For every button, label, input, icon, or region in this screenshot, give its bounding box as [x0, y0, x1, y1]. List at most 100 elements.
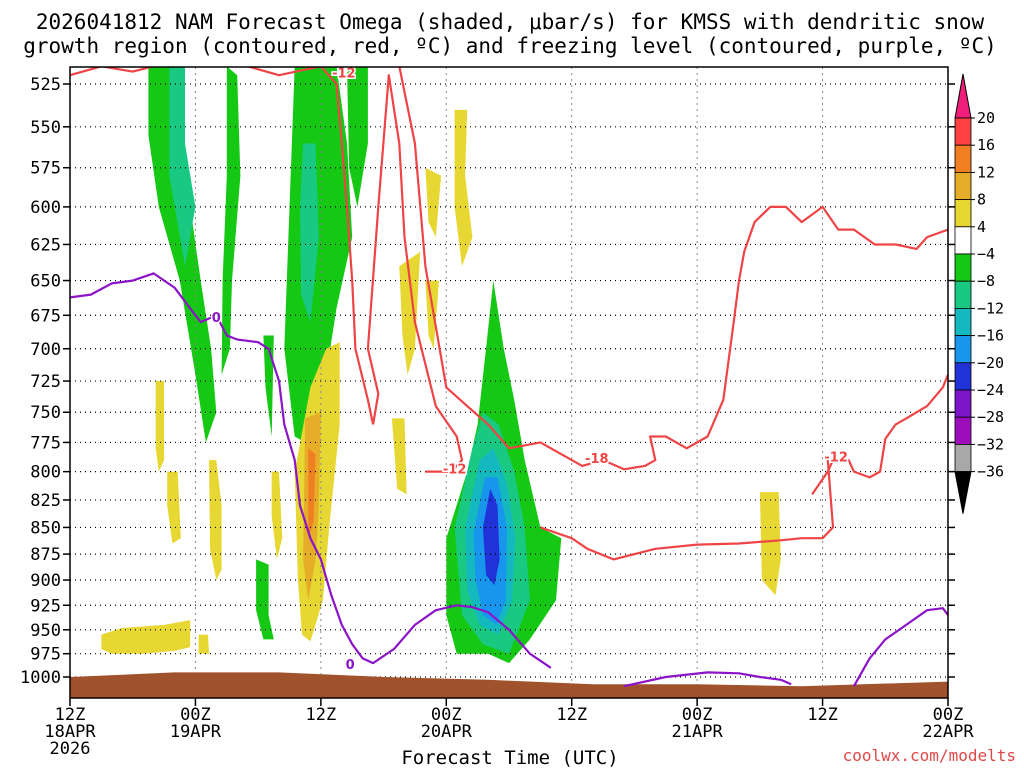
colorbar-label-11: −28: [977, 408, 1004, 426]
colorbar-label-7: −12: [977, 299, 1004, 317]
y-tick-label-550: 550: [30, 118, 61, 138]
colorbar-label-8: −16: [977, 327, 1004, 345]
omega-area-0: [148, 67, 217, 443]
colorbar-label-5: −4: [977, 245, 995, 263]
axes: 525 550 575 600 625 650 675 700 725 750 775 800 825 8…: [20, 66, 974, 759]
y-tick-label-1000: 1000: [20, 668, 61, 688]
contour-label-2: -12: [443, 462, 467, 477]
dendritic-contour-3: [398, 67, 948, 471]
omega-area-5: [347, 67, 368, 207]
colorbar-segment-12: [954, 443, 972, 472]
dendritic-contour-0: [70, 67, 154, 77]
ground-terrain: [70, 672, 948, 698]
x-tick-label-36-1: 20APR: [421, 722, 473, 742]
omega-area-12: [101, 620, 191, 654]
colorbar-label-4: 4: [977, 218, 986, 236]
freezing-contour-2: [852, 607, 948, 687]
omega-area-19: [425, 280, 439, 349]
contour-label-1: -18: [585, 452, 609, 467]
omega-area-16: [308, 448, 316, 539]
omega-area-2: [221, 67, 241, 375]
x-tick-label-12-1: 19APR: [170, 722, 222, 742]
freezing-contour-1: [623, 671, 792, 688]
x-tick-label-72-0: 12Z: [807, 705, 838, 725]
omega-area-22: [759, 492, 781, 596]
chart-title-line-2: growth region (contoured, red, ºC) and f…: [23, 34, 997, 58]
contour-label-3: -12: [824, 451, 848, 466]
colorbar-segment-6: [954, 280, 972, 309]
contour-label-0: -12: [332, 66, 356, 81]
credit-link[interactable]: coolwx.com/modelts: [843, 746, 1016, 765]
colorbar-label-13: −36: [977, 463, 1004, 481]
plot-area: -12 -18 -12 -12 0 0: [70, 66, 948, 698]
omega-area-7: [256, 559, 274, 640]
y-tick-label-650: 650: [30, 272, 61, 292]
omega-area-6: [263, 335, 274, 437]
omega-area-17: [391, 418, 407, 495]
y-tick-label-875: 875: [30, 545, 61, 565]
colorbar-segment-11: [954, 416, 972, 445]
y-tick-label-925: 925: [30, 596, 61, 616]
y-tick-label-625: 625: [30, 235, 61, 255]
dendritic-contour-1: [247, 67, 375, 425]
omega-area-18: [399, 251, 421, 375]
dendritic-contour-2: [366, 74, 464, 473]
colorbar-segment-2: [954, 171, 972, 200]
colorbar-segment-9: [954, 362, 972, 391]
x-axis-label: Forecast Time (UTC): [401, 747, 618, 768]
y-tick-label-575: 575: [30, 159, 61, 179]
omega-area-1: [169, 67, 196, 267]
y-tick-label-775: 775: [30, 433, 61, 453]
x-tick-label-0-2: 2026: [50, 739, 91, 759]
colorbar: 20 16 12 8 4 −4 −8 −12 −16 −20 −24 −28 −32 −36: [954, 73, 1004, 514]
x-tick-label-60-1: 21APR: [672, 722, 724, 742]
colorbar-segment-10: [954, 389, 972, 418]
omega-area-3: [284, 67, 353, 449]
y-tick-label-975: 975: [30, 645, 61, 665]
colorbar-segment-0: [954, 117, 972, 146]
colorbar-bottom-triangle: [954, 471, 972, 514]
x-tick-label-0-0: 12Z: [55, 705, 86, 725]
chart-title-line-1: 2026041812 NAM Forecast Omega (shaded, μ…: [36, 10, 985, 34]
y-tick-label-725: 725: [30, 372, 61, 392]
x-tick-label-36-0: 00Z: [431, 705, 462, 725]
omega-area-29: [482, 488, 500, 586]
y-tick-label-750: 750: [30, 403, 61, 423]
dendritic-contour-4: [811, 374, 948, 496]
y-tick-label-850: 850: [30, 518, 61, 538]
colorbar-top-triangle: [954, 73, 972, 119]
y-tick-label-525: 525: [30, 75, 61, 95]
omega-area-10: [209, 460, 222, 580]
colorbar-label-1: 16: [977, 136, 995, 154]
colorbar-label-0: 20: [977, 109, 995, 127]
x-tick-label-24-0: 12Z: [305, 705, 336, 725]
y-tick-label-800: 800: [30, 463, 61, 483]
y-tick-label-675: 675: [30, 306, 61, 326]
dendritic-contour-5: [540, 460, 835, 561]
omega-area-11: [271, 471, 283, 560]
x-tick-label-12-0: 00Z: [180, 705, 211, 725]
colorbar-label-9: −20: [977, 354, 1004, 372]
colorbar-segment-3: [954, 199, 972, 228]
y-tick-label-900: 900: [30, 571, 61, 591]
colorbar-label-6: −8: [977, 272, 995, 290]
colorbar-segment-5: [954, 253, 972, 282]
plot-clip-group: -12 -18 -12 -12 0 0: [70, 66, 948, 698]
x-tick-label-0-1: 18APR: [44, 722, 96, 742]
x-tick-label-84-0: 00Z: [933, 705, 964, 725]
colorbar-label-3: 8: [977, 191, 986, 209]
y-tick-label-950: 950: [30, 621, 61, 641]
colorbar-label-2: 12: [977, 163, 995, 181]
plot-frame: [69, 66, 949, 699]
x-tick-label-84-1: 22APR: [922, 722, 974, 742]
omega-area-9: [167, 471, 181, 544]
omega-area-4: [300, 143, 319, 323]
contour-label-4: 0: [212, 311, 221, 326]
colorbar-label-10: −24: [977, 381, 1004, 399]
colorbar-segment-1: [954, 144, 972, 173]
omega-area-8: [155, 381, 165, 472]
omega-area-20: [425, 167, 442, 238]
colorbar-segment-8: [954, 335, 972, 364]
omega-area-21: [454, 109, 473, 267]
